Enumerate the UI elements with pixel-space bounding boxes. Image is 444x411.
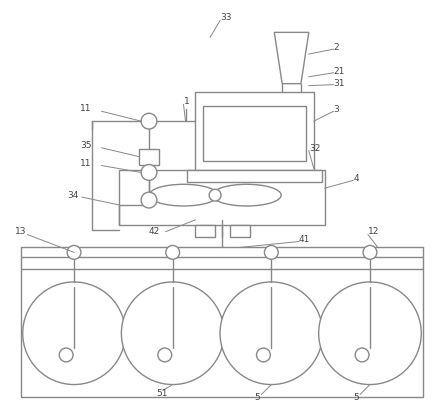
Polygon shape bbox=[274, 32, 309, 84]
Bar bbox=[139, 149, 159, 164]
Text: 41: 41 bbox=[299, 235, 310, 244]
Text: 34: 34 bbox=[67, 191, 79, 200]
Text: 42: 42 bbox=[149, 227, 160, 236]
Text: 5: 5 bbox=[353, 393, 359, 402]
Bar bbox=[203, 106, 306, 161]
Circle shape bbox=[141, 192, 157, 208]
Bar bbox=[195, 92, 314, 171]
Bar bbox=[119, 171, 325, 225]
Text: 4: 4 bbox=[353, 174, 359, 183]
Text: 1: 1 bbox=[183, 97, 189, 106]
Bar bbox=[230, 225, 250, 237]
Circle shape bbox=[121, 282, 224, 385]
Ellipse shape bbox=[212, 184, 281, 206]
Text: 11: 11 bbox=[80, 159, 91, 168]
Text: 31: 31 bbox=[333, 79, 345, 88]
Circle shape bbox=[209, 189, 221, 201]
Circle shape bbox=[23, 282, 125, 385]
Text: 33: 33 bbox=[220, 13, 231, 22]
Circle shape bbox=[67, 245, 81, 259]
Text: 3: 3 bbox=[333, 105, 339, 114]
Text: 13: 13 bbox=[15, 227, 26, 236]
Circle shape bbox=[59, 348, 73, 362]
Circle shape bbox=[166, 245, 179, 259]
Text: 12: 12 bbox=[368, 227, 379, 236]
Text: 21: 21 bbox=[333, 67, 345, 76]
Circle shape bbox=[158, 348, 172, 362]
Text: 35: 35 bbox=[80, 141, 91, 150]
Circle shape bbox=[220, 282, 323, 385]
Text: 51: 51 bbox=[156, 389, 167, 398]
Ellipse shape bbox=[149, 184, 218, 206]
Text: 5: 5 bbox=[254, 393, 260, 402]
Circle shape bbox=[257, 348, 270, 362]
Circle shape bbox=[141, 164, 157, 180]
Circle shape bbox=[265, 245, 278, 259]
Bar bbox=[195, 225, 215, 237]
Text: 32: 32 bbox=[309, 144, 320, 153]
Circle shape bbox=[141, 113, 157, 129]
Circle shape bbox=[319, 282, 421, 385]
Text: 11: 11 bbox=[80, 104, 91, 113]
Bar bbox=[187, 171, 321, 182]
Bar bbox=[21, 269, 423, 397]
Text: 2: 2 bbox=[333, 43, 339, 52]
Circle shape bbox=[363, 245, 377, 259]
Circle shape bbox=[355, 348, 369, 362]
